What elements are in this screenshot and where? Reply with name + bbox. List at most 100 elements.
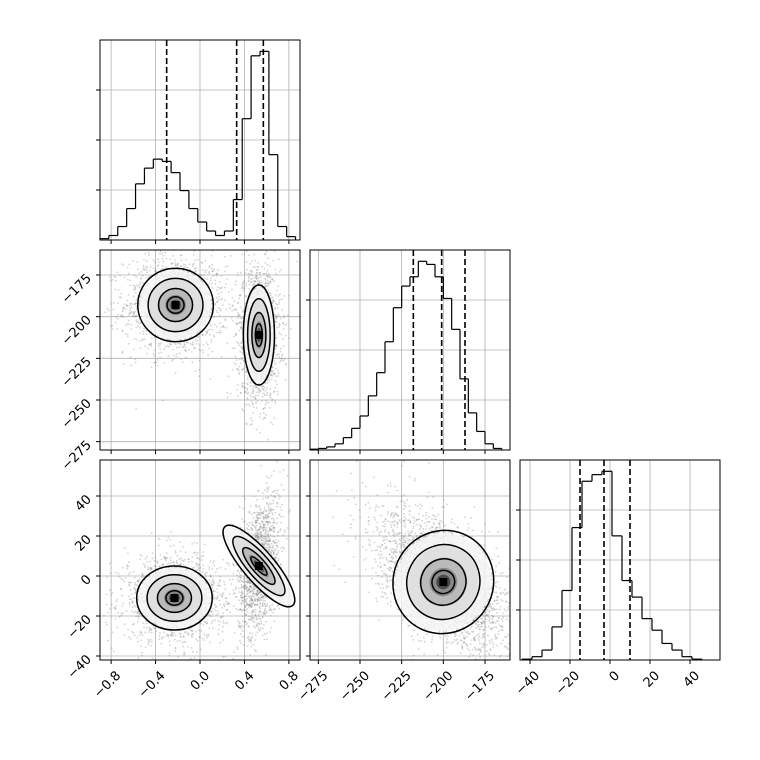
scatter-point — [276, 383, 278, 386]
scatter-point — [250, 391, 253, 394]
scatter-point — [224, 270, 226, 273]
scatter-point — [273, 372, 275, 375]
scatter-point — [117, 612, 119, 614]
scatter-point — [233, 308, 236, 311]
scatter-point — [175, 264, 177, 267]
scatter-point — [133, 576, 136, 579]
scatter-point — [145, 260, 148, 262]
scatter-point — [275, 316, 277, 319]
scatter-point — [139, 283, 142, 285]
scatter-point — [168, 654, 171, 657]
scatter-point — [160, 558, 163, 561]
scatter-point — [239, 321, 242, 324]
scatter-point — [191, 667, 193, 669]
scatter-point — [180, 242, 182, 244]
scatter-point — [178, 632, 181, 635]
scatter-point — [138, 613, 141, 615]
scatter-point — [269, 530, 272, 532]
scatter-point — [175, 560, 178, 562]
scatter-point — [184, 630, 187, 633]
scatter-point — [238, 373, 241, 375]
scatter-point — [258, 391, 260, 394]
scatter-point — [187, 633, 190, 635]
scatter-point — [279, 269, 282, 271]
scatter-point — [214, 303, 217, 306]
scatter-point — [111, 631, 114, 634]
scatter-point — [133, 611, 135, 614]
scatter-point — [184, 641, 187, 643]
scatter-point — [127, 565, 130, 568]
scatter-point — [268, 394, 271, 397]
scatter-point — [275, 317, 278, 320]
scatter-point — [127, 323, 130, 325]
scatter-point — [112, 328, 114, 330]
scatter-point — [200, 629, 203, 632]
scatter-point — [235, 309, 238, 311]
scatter-point — [192, 650, 195, 653]
scatter-point — [243, 367, 245, 370]
scatter-point — [255, 428, 258, 431]
scatter-point — [266, 269, 269, 272]
scatter-point — [114, 288, 116, 291]
scatter-point — [203, 639, 206, 641]
scatter-point — [249, 417, 252, 420]
scatter-point — [241, 311, 244, 313]
scatter-point — [157, 342, 160, 345]
scatter-point — [257, 599, 259, 601]
scatter-point — [115, 600, 118, 603]
scatter-point — [220, 356, 223, 358]
scatter-point — [245, 371, 248, 374]
scatter-point — [160, 642, 163, 645]
scatter-point — [130, 328, 133, 330]
scatter-point — [276, 326, 278, 329]
scatter-point — [146, 352, 149, 355]
scatter-point — [263, 272, 266, 275]
scatter-point — [251, 260, 254, 263]
scatter-point — [127, 342, 130, 345]
scatter-point — [220, 595, 223, 597]
scatter-point — [110, 647, 113, 650]
scatter-point — [270, 374, 273, 376]
scatter-point — [191, 630, 194, 633]
scatter-point — [262, 516, 265, 519]
scatter-point — [265, 275, 268, 278]
scatter-point — [276, 303, 278, 306]
scatter-point — [274, 320, 277, 323]
scatter-point — [264, 417, 266, 419]
scatter-point — [258, 388, 261, 391]
scatter-point — [126, 333, 129, 336]
scatter-point — [134, 286, 137, 289]
scatter-point — [246, 590, 249, 593]
scatter-point — [216, 588, 218, 590]
scatter-point — [159, 632, 161, 635]
scatter-point — [283, 316, 285, 319]
panel-content — [100, 242, 300, 450]
scatter-point — [107, 639, 109, 642]
scatter-point — [139, 554, 142, 556]
scatter-point — [245, 285, 247, 287]
scatter-point — [270, 421, 272, 424]
scatter-point — [164, 251, 167, 254]
scatter-point — [276, 353, 279, 356]
scatter-point — [219, 575, 222, 578]
scatter-point — [264, 282, 267, 285]
scatter-point — [137, 612, 139, 614]
scatter-point — [132, 632, 135, 634]
scatter-point — [260, 520, 263, 522]
scatter-point — [109, 279, 112, 282]
scatter-point — [231, 305, 234, 307]
scatter-point — [264, 394, 266, 397]
scatter-point — [220, 286, 223, 288]
scatter-point — [116, 598, 118, 601]
scatter-point — [243, 382, 246, 384]
scatter-point — [277, 372, 280, 374]
scatter-point — [143, 626, 145, 628]
scatter-point — [264, 281, 267, 283]
scatter-point — [216, 331, 218, 334]
scatter-point — [150, 568, 153, 570]
scatter-point — [133, 311, 136, 314]
scatter-point — [193, 262, 195, 265]
scatter-point — [205, 575, 207, 577]
scatter-point — [151, 567, 154, 570]
scatter-point — [198, 558, 201, 561]
